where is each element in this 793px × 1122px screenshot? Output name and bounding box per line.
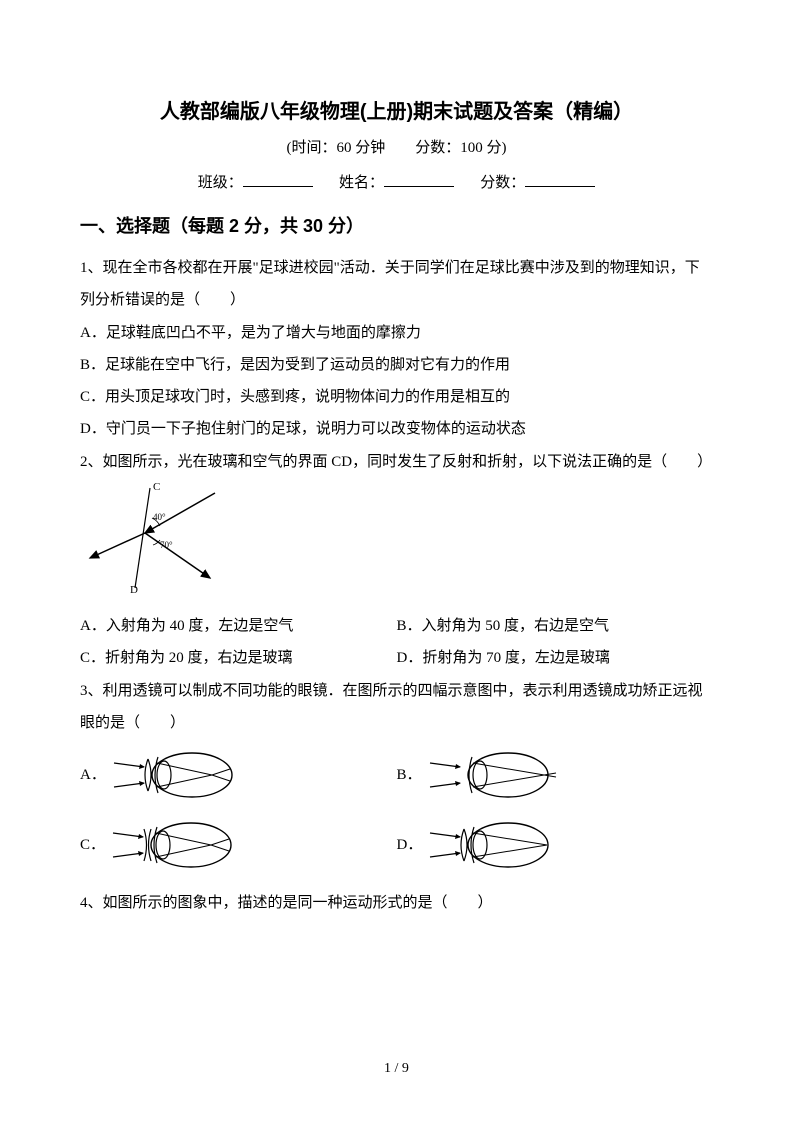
eye-diagram-a xyxy=(112,749,242,801)
eye-diagram-c xyxy=(111,819,241,871)
score-label: 分数： xyxy=(480,175,525,191)
name-label: 姓名： xyxy=(339,175,384,191)
q1-opt-d: D．守门员一下子抱住射门的足球，说明力可以改变物体的运动状态 xyxy=(80,413,713,445)
q3-opt-b-label: B． xyxy=(397,759,422,791)
q2-label-c: C xyxy=(153,481,160,493)
name-blank xyxy=(384,172,454,187)
q2-opt-b: B．入射角为 50 度，右边是空气 xyxy=(397,610,610,642)
q3-stem: 3、利用透镜可以制成不同功能的眼镜．在图所示的四幅示意图中，表示利用透镜成功矫正… xyxy=(80,675,713,740)
q2-opt-d: D．折射角为 70 度，左边是玻璃 xyxy=(397,642,610,674)
exam-page: 人教部编版八年级物理(上册)期末试题及答案（精编） (时间：60 分钟 分数：1… xyxy=(0,0,793,1122)
q2-opt-c: C．折射角为 20 度，右边是玻璃 xyxy=(80,642,293,674)
q2-angle-40: 40° xyxy=(153,512,166,522)
q1-opt-a: A．足球鞋底凹凸不平，是为了增大与地面的摩擦力 xyxy=(80,317,713,349)
section-1-heading: 一、选择题（每题 2 分，共 30 分） xyxy=(80,212,713,238)
q2-label-d: D xyxy=(130,584,138,596)
q2-angle-70: 70° xyxy=(160,540,173,550)
score-blank xyxy=(525,172,595,187)
q1-opt-b: B．足球能在空中飞行，是因为受到了运动员的脚对它有力的作用 xyxy=(80,349,713,381)
page-title: 人教部编版八年级物理(上册)期末试题及答案（精编） xyxy=(80,95,713,124)
q3-options: A． xyxy=(80,745,713,875)
page-number: 1 / 9 xyxy=(0,1061,793,1077)
q3-opt-d-label: D． xyxy=(397,829,423,861)
class-blank xyxy=(243,172,313,187)
exam-body: 1、现在全市各校都在开展"足球进校园"活动．关于同学们在足球比赛中涉及到的物理知… xyxy=(80,252,713,919)
class-label: 班级： xyxy=(198,175,243,191)
q1-opt-c: C．用头顶足球攻门时，头感到疼，说明物体间力的作用是相互的 xyxy=(80,381,713,413)
q1-stem: 1、现在全市各校都在开展"足球进校园"活动．关于同学们在足球比赛中涉及到的物理知… xyxy=(80,252,713,317)
q3-opt-c-label: C． xyxy=(80,829,105,861)
page-subtitle: (时间：60 分钟 分数：100 分) xyxy=(80,136,713,157)
q2-stem: 2、如图所示，光在玻璃和空气的界面 CD，同时发生了反射和折射，以下说法正确的是… xyxy=(80,446,713,478)
eye-diagram-d xyxy=(428,819,558,871)
q2-options: A．入射角为 40 度，左边是空气 B．入射角为 50 度，右边是空气 C．折射… xyxy=(80,610,713,675)
q3-opt-a-label: A． xyxy=(80,759,106,791)
eye-diagram-b xyxy=(428,749,558,801)
q2-light-diagram: C D 40° 70° xyxy=(80,478,230,610)
q2-opt-a: A．入射角为 40 度，左边是空气 xyxy=(80,610,293,642)
q4-stem: 4、如图所示的图象中，描述的是同一种运动形式的是（ ） xyxy=(80,887,713,919)
student-info-row: 班级： 姓名： 分数： xyxy=(80,171,713,192)
